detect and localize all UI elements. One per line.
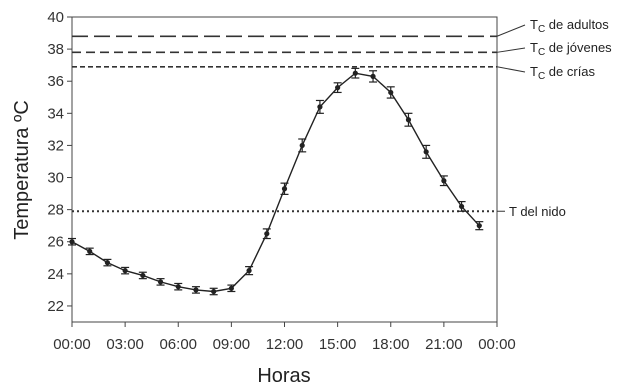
data-point <box>441 178 447 184</box>
x-tick-label: 00:00 <box>53 336 91 353</box>
x-tick-label: 21:00 <box>425 336 463 353</box>
reference-leader <box>496 66 526 73</box>
y-tick-label: 26 <box>47 234 64 251</box>
y-tick-label: 34 <box>47 105 64 122</box>
x-axis-title: Horas <box>257 365 310 386</box>
data-point <box>388 89 394 96</box>
y-tick-label: 22 <box>47 298 64 315</box>
data-point <box>193 287 199 293</box>
reference-label: T del nido <box>509 204 566 219</box>
data-point <box>87 248 93 254</box>
series-line <box>71 72 480 293</box>
reference-lines: TC de adultos TC de jóvenes TC de crías T d… <box>72 17 612 219</box>
y-tick-label: 28 <box>47 202 64 219</box>
data-point <box>458 203 465 210</box>
x-tick-label: 00:00 <box>478 336 516 353</box>
data-point <box>246 268 252 274</box>
plot-frame <box>71 16 498 323</box>
reference-leader <box>496 24 526 37</box>
y-tick-label: 32 <box>47 137 64 154</box>
series-group <box>68 67 484 296</box>
data-point <box>476 223 482 229</box>
data-point <box>157 279 164 285</box>
data-point <box>140 272 146 279</box>
y-tick-label: 30 <box>47 170 64 187</box>
data-point <box>335 85 341 91</box>
x-tick-label: 12:00 <box>266 336 304 353</box>
data-point <box>317 104 323 110</box>
reference-leader <box>496 47 526 53</box>
x-tick-label: 09:00 <box>213 336 251 353</box>
x-tick-label: 18:00 <box>372 336 410 353</box>
data-point <box>423 149 429 155</box>
y-tick-label: 24 <box>47 266 64 283</box>
data-point <box>281 186 288 192</box>
data-point <box>264 231 270 237</box>
y-axis-title: Temperatura ºC <box>11 100 33 240</box>
data-point <box>175 284 181 290</box>
data-point <box>211 288 217 295</box>
y-tick-label: 38 <box>47 41 64 58</box>
data-point <box>405 117 412 123</box>
reference-label: TC de jóvenes <box>530 40 612 58</box>
x-axis: 00:00 03:00 06:00 09:00 12:00 15:00 18:00 21:00… <box>53 322 516 353</box>
data-point <box>370 73 376 79</box>
y-axis: 22 24 26 28 30 32 34 36 38 40 <box>47 9 72 315</box>
reference-label: TC de crías <box>530 64 596 82</box>
x-tick-label: 03:00 <box>106 336 144 353</box>
x-tick-label: 15:00 <box>319 336 357 353</box>
data-point <box>122 268 128 274</box>
reference-label: TC de adultos <box>530 17 609 35</box>
data-point <box>352 70 358 76</box>
data-point <box>228 285 234 291</box>
y-tick-label: 36 <box>47 73 64 90</box>
data-point <box>299 142 305 149</box>
data-point <box>69 239 75 245</box>
data-point <box>104 260 111 266</box>
y-tick-label: 40 <box>47 9 64 26</box>
x-tick-label: 06:00 <box>159 336 197 353</box>
